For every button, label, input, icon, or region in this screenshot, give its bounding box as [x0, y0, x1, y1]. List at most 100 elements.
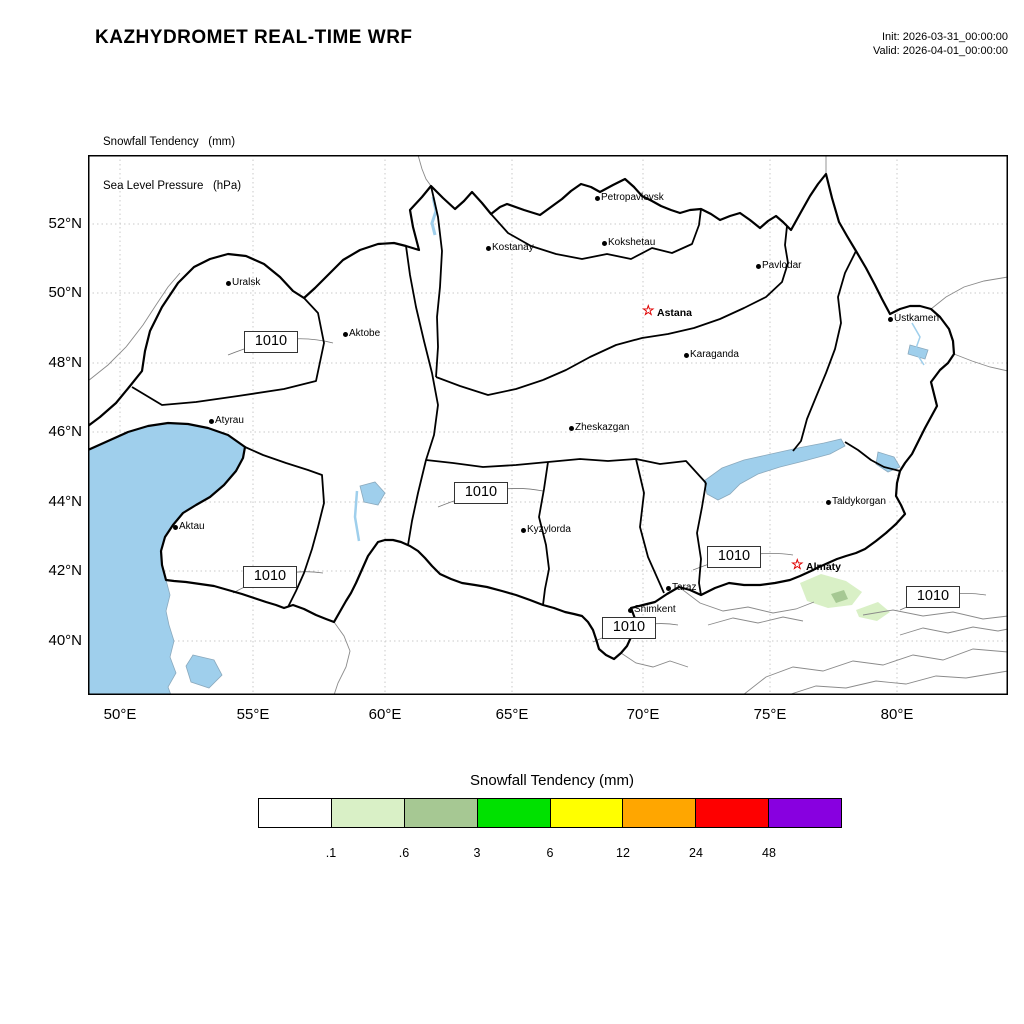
city-label: Almaty	[806, 561, 842, 573]
city-label: Petropavlovsk	[601, 192, 664, 203]
kara-bogaz-gol	[185, 654, 223, 689]
capital-star-icon: ☆	[642, 302, 655, 318]
legend-color-cell-4	[550, 799, 624, 827]
map-frame	[88, 155, 1008, 695]
city-dot	[825, 499, 831, 505]
oblast-border-line	[435, 376, 544, 396]
city-label: Kostanay	[492, 242, 534, 253]
neighbor-border-line	[899, 626, 1008, 636]
lon-axis-label: 65°E	[495, 706, 529, 723]
caspian-sea	[88, 422, 246, 695]
city-dot	[568, 425, 574, 431]
snowfall-patch-mid	[831, 590, 848, 603]
pressure-label: 1010	[244, 331, 298, 353]
city-label: Kyzylorda	[527, 524, 571, 535]
aral-west-strip	[353, 490, 361, 542]
capital-star-icon: ☆	[791, 556, 804, 572]
lat-axis-label: 42°N	[48, 562, 82, 579]
aral-sea	[359, 481, 386, 506]
city-dot	[665, 585, 671, 591]
neighbor-border-line	[620, 652, 689, 668]
city-dot	[342, 331, 348, 337]
city-label: Shimkent	[634, 604, 676, 615]
water-bodies	[88, 196, 929, 695]
pressure-label: 1010	[707, 546, 761, 568]
city-dot	[601, 240, 607, 246]
lon-axis-label: 80°E	[880, 706, 914, 723]
lake-zaysan	[907, 344, 929, 360]
oblast-border-line	[405, 245, 439, 546]
legend-color-cell-6	[696, 799, 770, 827]
city-label: Aktobe	[349, 328, 381, 339]
field-snowfall-label: Snowfall Tendency (mm)	[103, 136, 236, 148]
legend-tick-label: 3	[473, 846, 481, 860]
legend-tick-label: 24	[689, 846, 703, 860]
kazakhstan-border	[88, 172, 956, 661]
field-pressure-label: Sea Level Pressure (hPa)	[103, 179, 242, 192]
city-dot	[755, 263, 761, 269]
legend-color-cell-0	[259, 799, 332, 827]
city-label: Atyrau	[215, 415, 244, 426]
neighbor-border-line	[953, 353, 1008, 372]
city-label: Taraz	[672, 582, 697, 593]
legend-tick-label: 12	[616, 846, 630, 860]
legend-color-cell-2	[404, 799, 478, 827]
legend-tick-label: 48	[762, 846, 776, 860]
field-labels: Snowfall Tendency (mm) Sea Level Pressur…	[103, 106, 241, 222]
city-dot	[485, 245, 491, 251]
neighbor-borders	[88, 155, 1008, 695]
lat-axis-label: 44°N	[48, 493, 82, 510]
run-info: Init: 2026-03-31_00:00:00 Valid: 2026-04…	[873, 30, 1008, 58]
city-dot	[208, 418, 214, 424]
irtysh-river	[911, 322, 925, 366]
legend-color-cell-3	[477, 799, 551, 827]
legend-colorbar	[258, 798, 842, 828]
lon-axis-label: 50°E	[103, 706, 137, 723]
page-title: KAZHYDROMET REAL-TIME WRF	[95, 27, 413, 48]
pressure-label: 1010	[906, 586, 960, 608]
oblast-border-line	[430, 185, 443, 378]
neighbor-border-line	[787, 670, 1008, 695]
city-dot	[172, 524, 178, 530]
neighbor-border-line	[742, 648, 1008, 695]
city-dot	[627, 607, 633, 613]
city-label: Ustkamen	[894, 313, 940, 324]
city-dot	[225, 280, 231, 286]
oblast-border-line	[542, 225, 789, 381]
legend-color-cell-5	[623, 799, 697, 827]
oblast-border-line	[635, 458, 665, 594]
city-dot	[520, 527, 526, 533]
legend-color-cell-1	[331, 799, 405, 827]
pressure-label: 1010	[454, 482, 508, 504]
lat-axis-label: 46°N	[48, 423, 82, 440]
oblast-borders	[131, 185, 901, 608]
legend-title: Snowfall Tendency (mm)	[470, 772, 634, 789]
city-label: Astana	[657, 307, 693, 319]
lat-axis-label: 50°N	[48, 284, 82, 301]
legend-tick-label: 6	[546, 846, 554, 860]
oblast-border-line	[131, 297, 325, 406]
city-dot	[594, 195, 600, 201]
lat-axis-label: 40°N	[48, 632, 82, 649]
city-label: Kokshetau	[608, 237, 656, 248]
oblast-border-line	[244, 446, 325, 608]
oblast-border-line	[425, 458, 707, 484]
pressure-contours	[227, 338, 987, 643]
legend-color-cell-7	[769, 799, 841, 827]
city-label: Pavlodar	[762, 260, 802, 271]
lat-axis-label: 48°N	[48, 354, 82, 371]
lake-alakol	[875, 451, 901, 473]
city-label: Uralsk	[232, 277, 261, 288]
init-time: Init: 2026-03-31_00:00:00	[882, 31, 1008, 43]
map-canvas	[88, 155, 1008, 695]
neighbor-border-line	[678, 586, 815, 614]
lake-balkhash	[703, 438, 846, 501]
legend-tick-label: .1	[325, 846, 337, 860]
lon-axis-label: 55°E	[236, 706, 270, 723]
snowfall-patch-light	[800, 574, 862, 608]
oblast-border-line	[538, 461, 550, 606]
lon-axis-label: 75°E	[753, 706, 787, 723]
neighbor-border-line	[333, 621, 351, 695]
pressure-label: 1010	[243, 566, 297, 588]
